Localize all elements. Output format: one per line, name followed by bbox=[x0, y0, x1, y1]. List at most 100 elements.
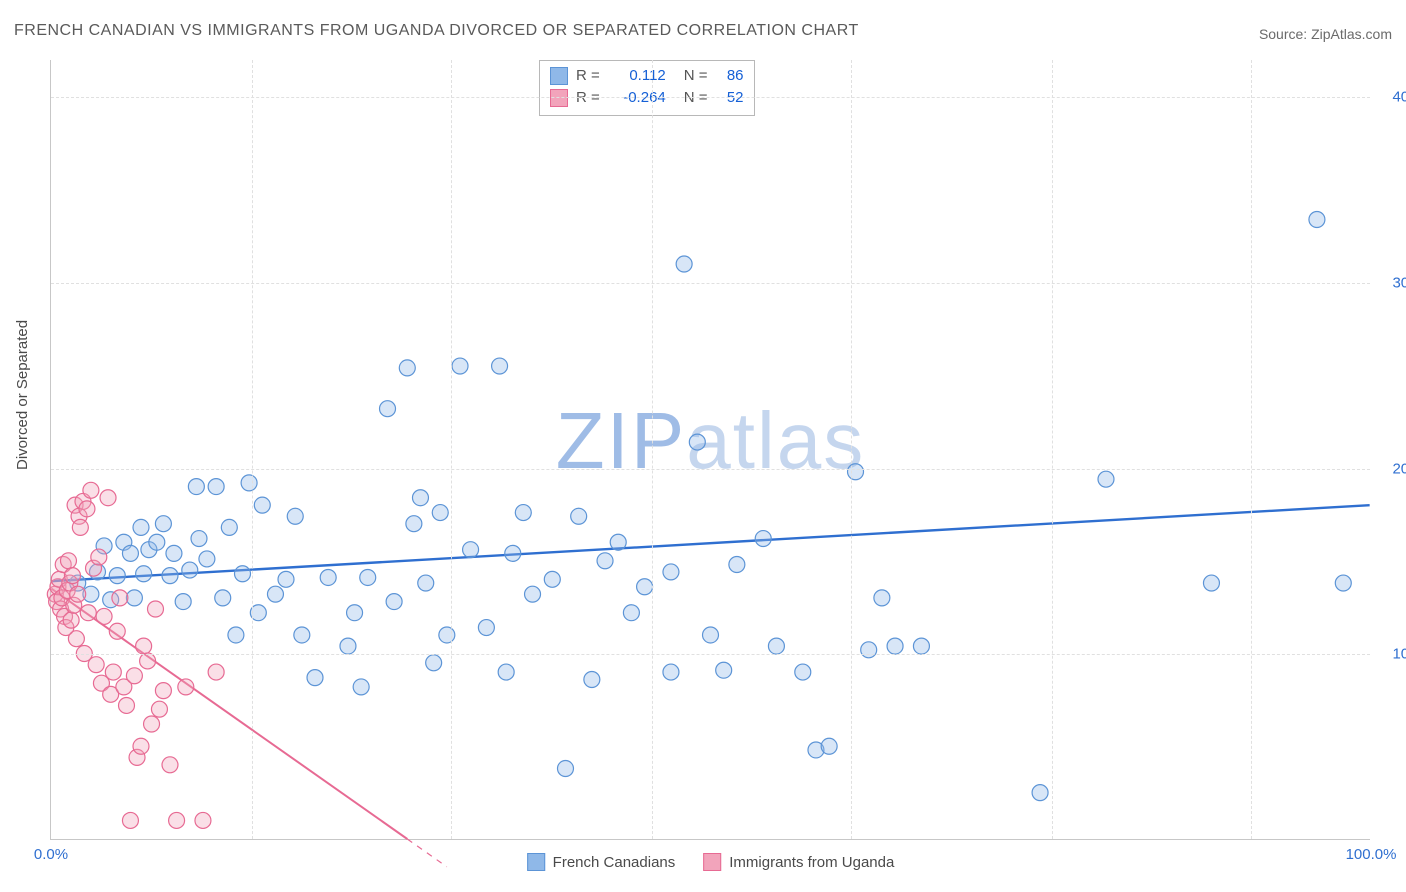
data-point-immigrants_uganda bbox=[83, 482, 99, 498]
data-point-immigrants_uganda bbox=[60, 553, 76, 569]
data-point-french_canadians bbox=[320, 569, 336, 585]
data-point-immigrants_uganda bbox=[96, 608, 112, 624]
data-point-french_canadians bbox=[109, 568, 125, 584]
data-point-french_canadians bbox=[267, 586, 283, 602]
data-point-french_canadians bbox=[663, 564, 679, 580]
data-point-french_canadians bbox=[861, 642, 877, 658]
data-point-french_canadians bbox=[1309, 212, 1325, 228]
data-point-immigrants_uganda bbox=[144, 716, 160, 732]
data-point-french_canadians bbox=[478, 620, 494, 636]
source-attribution: Source: ZipAtlas.com bbox=[1259, 26, 1392, 42]
gridline-vertical bbox=[1251, 60, 1252, 839]
data-point-french_canadians bbox=[1032, 785, 1048, 801]
data-point-french_canadians bbox=[557, 761, 573, 777]
data-point-immigrants_uganda bbox=[88, 657, 104, 673]
data-point-french_canadians bbox=[755, 531, 771, 547]
data-point-french_canadians bbox=[360, 569, 376, 585]
data-point-french_canadians bbox=[215, 590, 231, 606]
data-point-french_canadians bbox=[525, 586, 541, 602]
data-point-immigrants_uganda bbox=[109, 623, 125, 639]
data-point-immigrants_uganda bbox=[112, 590, 128, 606]
data-point-immigrants_uganda bbox=[162, 757, 178, 773]
scatter-svg bbox=[51, 60, 1370, 839]
data-point-french_canadians bbox=[386, 594, 402, 610]
legend-swatch bbox=[527, 853, 545, 871]
data-point-immigrants_uganda bbox=[100, 490, 116, 506]
data-point-immigrants_uganda bbox=[72, 519, 88, 535]
data-point-french_canadians bbox=[1335, 575, 1351, 591]
data-point-immigrants_uganda bbox=[126, 668, 142, 684]
data-point-french_canadians bbox=[887, 638, 903, 654]
data-point-french_canadians bbox=[191, 531, 207, 547]
data-point-french_canadians bbox=[426, 655, 442, 671]
data-point-immigrants_uganda bbox=[148, 601, 164, 617]
gridline-horizontal bbox=[51, 654, 1370, 655]
data-point-french_canadians bbox=[768, 638, 784, 654]
data-point-french_canadians bbox=[412, 490, 428, 506]
data-point-immigrants_uganda bbox=[68, 631, 84, 647]
chart-container: FRENCH CANADIAN VS IMMIGRANTS FROM UGAND… bbox=[0, 0, 1406, 892]
data-point-french_canadians bbox=[716, 662, 732, 678]
data-point-french_canadians bbox=[347, 605, 363, 621]
gridline-horizontal bbox=[51, 469, 1370, 470]
data-point-french_canadians bbox=[250, 605, 266, 621]
data-point-immigrants_uganda bbox=[208, 664, 224, 680]
chart-title: FRENCH CANADIAN VS IMMIGRANTS FROM UGAND… bbox=[14, 22, 859, 40]
data-point-french_canadians bbox=[432, 505, 448, 521]
data-point-french_canadians bbox=[913, 638, 929, 654]
data-point-french_canadians bbox=[175, 594, 191, 610]
plot-area: ZIPatlas R =0.112N =86R =-0.264N =52 Fre… bbox=[50, 60, 1370, 840]
data-point-immigrants_uganda bbox=[195, 812, 211, 828]
data-point-immigrants_uganda bbox=[155, 683, 171, 699]
data-point-french_canadians bbox=[571, 508, 587, 524]
data-point-french_canadians bbox=[637, 579, 653, 595]
data-point-french_canadians bbox=[848, 464, 864, 480]
data-point-french_canadians bbox=[452, 358, 468, 374]
data-point-french_canadians bbox=[136, 566, 152, 582]
trend-line-immigrants_uganda bbox=[51, 589, 407, 839]
data-point-french_canadians bbox=[821, 738, 837, 754]
data-point-french_canadians bbox=[208, 479, 224, 495]
data-point-french_canadians bbox=[126, 590, 142, 606]
data-point-immigrants_uganda bbox=[140, 653, 156, 669]
data-point-french_canadians bbox=[307, 670, 323, 686]
data-point-french_canadians bbox=[729, 557, 745, 573]
data-point-french_canadians bbox=[340, 638, 356, 654]
x-tick-label: 100.0% bbox=[1346, 846, 1397, 863]
data-point-french_canadians bbox=[795, 664, 811, 680]
data-point-immigrants_uganda bbox=[70, 586, 86, 602]
data-point-french_canadians bbox=[874, 590, 890, 606]
gridline-vertical bbox=[451, 60, 452, 839]
data-point-immigrants_uganda bbox=[105, 664, 121, 680]
y-axis-label: Divorced or Separated bbox=[14, 320, 31, 470]
y-tick-label: 40.0% bbox=[1392, 89, 1406, 106]
data-point-french_canadians bbox=[703, 627, 719, 643]
data-point-immigrants_uganda bbox=[64, 568, 80, 584]
data-point-french_canadians bbox=[199, 551, 215, 567]
data-point-immigrants_uganda bbox=[91, 549, 107, 565]
y-tick-label: 10.0% bbox=[1392, 646, 1406, 663]
data-point-french_canadians bbox=[399, 360, 415, 376]
data-point-immigrants_uganda bbox=[136, 638, 152, 654]
data-point-french_canadians bbox=[610, 534, 626, 550]
data-point-immigrants_uganda bbox=[80, 605, 96, 621]
data-point-french_canadians bbox=[166, 545, 182, 561]
y-tick-label: 30.0% bbox=[1392, 274, 1406, 291]
data-point-immigrants_uganda bbox=[122, 812, 138, 828]
data-point-french_canadians bbox=[584, 672, 600, 688]
gridline-horizontal bbox=[51, 283, 1370, 284]
data-point-french_canadians bbox=[498, 664, 514, 680]
legend-label: Immigrants from Uganda bbox=[729, 854, 894, 871]
data-point-french_canadians bbox=[418, 575, 434, 591]
data-point-french_canadians bbox=[294, 627, 310, 643]
data-point-french_canadians bbox=[254, 497, 270, 513]
gridline-vertical bbox=[652, 60, 653, 839]
data-point-french_canadians bbox=[235, 566, 251, 582]
data-point-french_canadians bbox=[492, 358, 508, 374]
gridline-vertical bbox=[1052, 60, 1053, 839]
data-point-french_canadians bbox=[380, 401, 396, 417]
data-point-french_canadians bbox=[241, 475, 257, 491]
data-point-french_canadians bbox=[149, 534, 165, 550]
data-point-french_canadians bbox=[597, 553, 613, 569]
data-point-immigrants_uganda bbox=[63, 612, 79, 628]
